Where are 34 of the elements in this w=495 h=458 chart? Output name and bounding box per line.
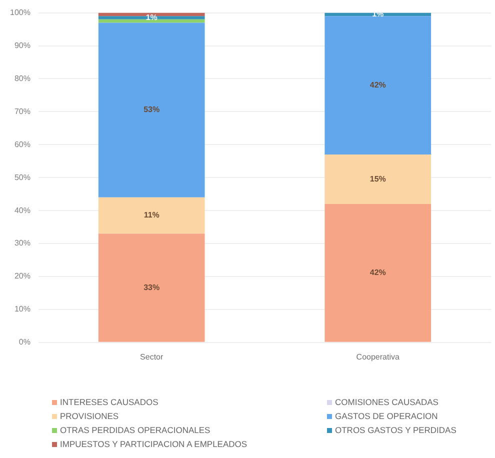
y-tick-label: 10% — [14, 304, 30, 314]
data-label: 15% — [370, 174, 386, 184]
x-tick-label: Cooperativa — [356, 352, 400, 362]
legend-label: OTRAS PERDIDAS OPERACIONALES — [60, 425, 210, 436]
legend-label: IMPUESTOS Y PARTICIPACION A EMPLEADOS — [60, 439, 248, 450]
legend-label: OTROS GASTOS Y PERDIDAS — [335, 425, 456, 436]
bar — [98, 234, 205, 342]
legend-label: PROVISIONES — [60, 411, 119, 422]
data-label: 11% — [144, 210, 160, 220]
bar — [324, 16, 432, 155]
bar — [98, 197, 205, 234]
data-label: 53% — [144, 105, 160, 114]
y-tick-label: 80% — [14, 74, 30, 83]
bar — [324, 204, 432, 342]
y-tick-label: 100% — [10, 8, 30, 18]
x-tick-label: Sector — [140, 352, 164, 362]
legend-label: INTERESES CAUSADOS — [60, 397, 158, 408]
y-tick-label: 70% — [14, 106, 30, 116]
y-tick-label: 50% — [14, 172, 30, 182]
y-tick-label: 20% — [14, 272, 30, 281]
y-tick-label: 0% — [18, 338, 30, 347]
y-tick-label: 30% — [14, 238, 30, 248]
legend-label: COMISIONES CAUSADAS — [335, 397, 438, 408]
y-tick-label: 60% — [14, 140, 30, 149]
bar — [324, 154, 432, 204]
data-label: 33% — [144, 282, 160, 292]
data-label: 42% — [370, 80, 386, 90]
bar — [98, 19, 205, 23]
y-tick-label: 90% — [14, 40, 30, 50]
bar — [98, 16, 205, 20]
bar — [98, 22, 205, 198]
data-label: 42% — [370, 268, 386, 278]
y-tick-label: 40% — [14, 206, 30, 215]
legend-label: GASTOS DE OPERACION — [335, 411, 438, 422]
